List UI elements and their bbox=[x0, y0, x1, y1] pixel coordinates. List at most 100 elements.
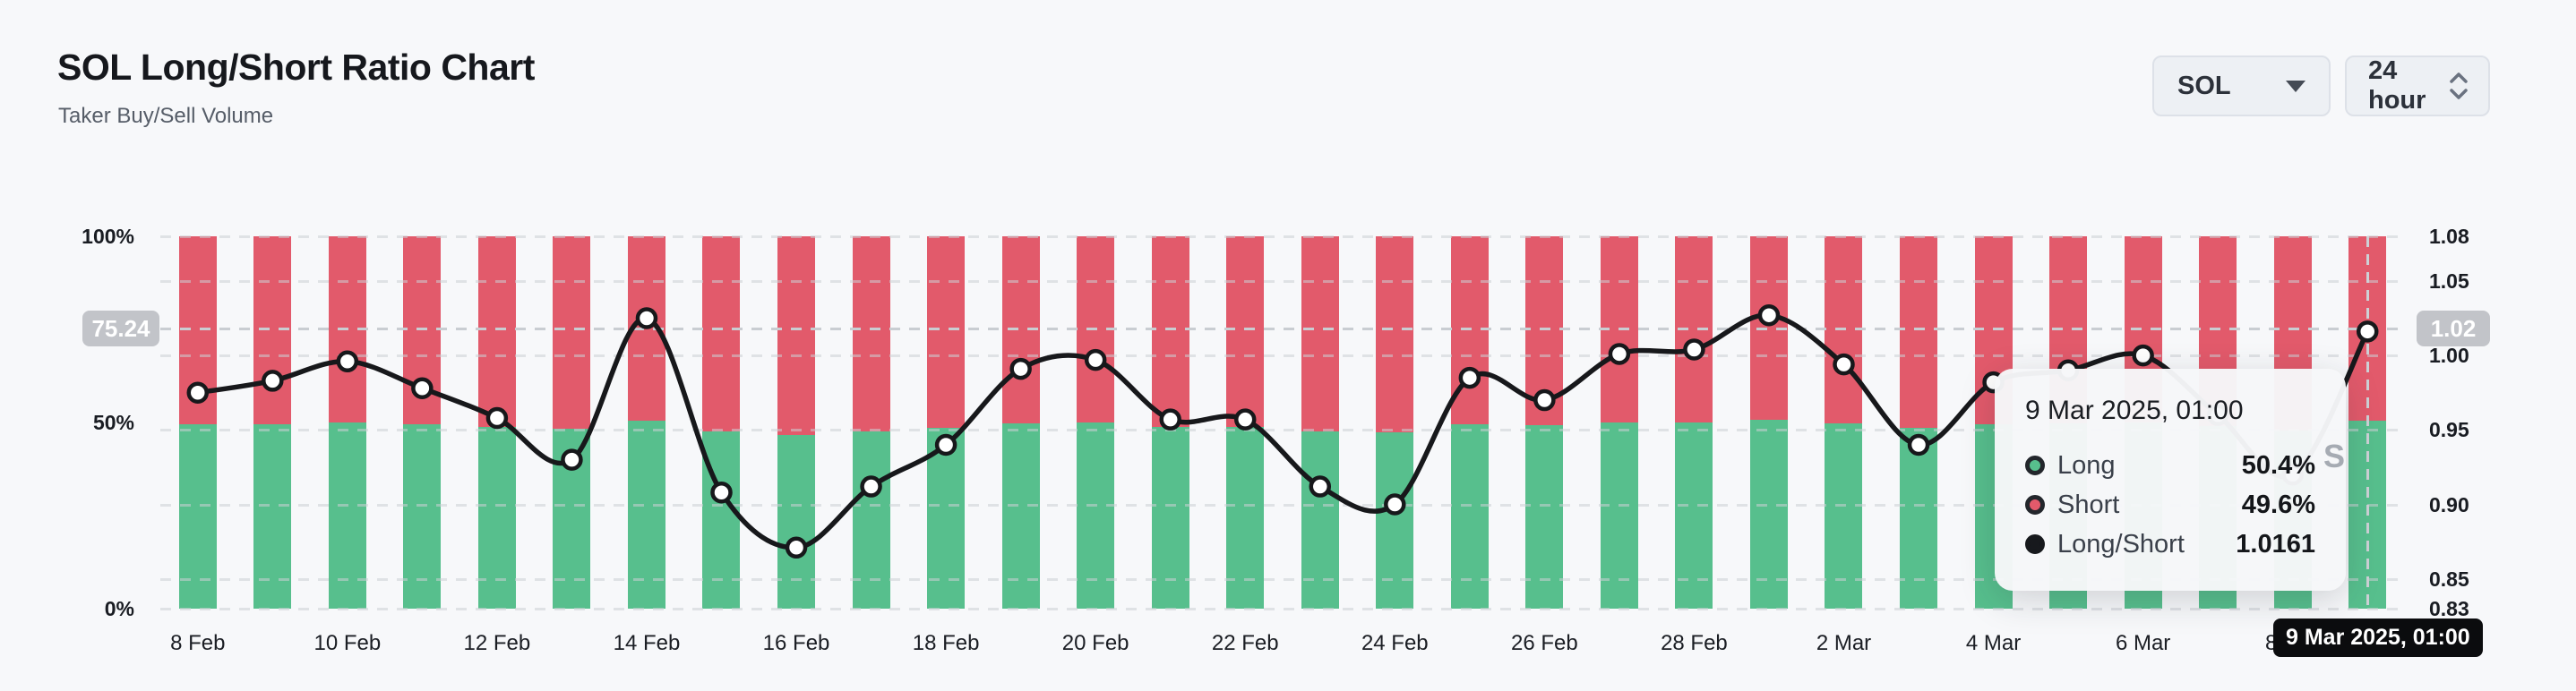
line-marker bbox=[934, 433, 957, 456]
x-axis-label: 24 Feb bbox=[1361, 631, 1429, 655]
right-axis-label: 0.90 bbox=[2429, 492, 2469, 516]
left-axis-label: 50% bbox=[92, 411, 134, 434]
short-bar-segment bbox=[1900, 236, 1938, 429]
tooltip-label: Long/Short bbox=[2057, 529, 2185, 559]
short-bar-segment bbox=[553, 236, 591, 430]
line-marker bbox=[2132, 344, 2154, 367]
long-bar-segment bbox=[627, 420, 665, 609]
x-axis-label: 4 Mar bbox=[1965, 631, 2022, 655]
bar-slot[interactable] bbox=[236, 236, 311, 609]
long-bar-segment bbox=[1077, 422, 1115, 609]
x-axis-label: 18 Feb bbox=[912, 631, 980, 655]
line-marker bbox=[1683, 338, 1705, 361]
line-marker bbox=[1757, 303, 1781, 327]
right-axis-label: 0.83 bbox=[2429, 597, 2469, 620]
short-bar-segment bbox=[1151, 236, 1189, 427]
tooltip: 9 Mar 2025, 01:00 Long 50.4% Short 49.6%… bbox=[1995, 369, 2346, 591]
line-marker bbox=[336, 350, 359, 373]
page-subtitle: Taker Buy/Sell Volume bbox=[58, 104, 274, 128]
long-bar-segment bbox=[1749, 420, 1788, 609]
short-dot-icon bbox=[2025, 495, 2045, 515]
tooltip-row-long: Long 50.4% bbox=[2025, 446, 2315, 485]
line-marker bbox=[1833, 353, 1855, 376]
tooltip-label: Long bbox=[2057, 450, 2116, 480]
tooltip-value: 49.6% bbox=[2241, 490, 2315, 519]
bar-slot[interactable] bbox=[459, 236, 535, 609]
long-bar-segment bbox=[328, 422, 366, 609]
right-axis-label: 1.08 bbox=[2429, 225, 2469, 248]
x-axis-label: 2 Mar bbox=[1816, 631, 1872, 655]
tooltip-title: 9 Mar 2025, 01:00 bbox=[2025, 396, 2244, 425]
left-axis-label: 0% bbox=[104, 597, 134, 620]
crosshair-ratio-pill: 1.02 bbox=[2417, 311, 2490, 346]
crosshair-horizontal-line bbox=[160, 327, 2405, 330]
x-axis-label: 26 Feb bbox=[1511, 631, 1578, 655]
crosshair-percent-pill: 75.24 bbox=[82, 311, 159, 346]
x-axis-label: 22 Feb bbox=[1211, 631, 1279, 655]
watermark-fragment: S bbox=[2323, 438, 2346, 474]
long-dot-icon bbox=[2025, 456, 2045, 475]
x-axis-label: 6 Mar bbox=[2115, 631, 2171, 655]
line-marker bbox=[485, 406, 509, 430]
line-marker bbox=[411, 377, 434, 399]
x-axis-label: 10 Feb bbox=[313, 631, 382, 655]
x-axis-label: 16 Feb bbox=[762, 631, 830, 655]
tooltip-row-short: Short 49.6% bbox=[2025, 485, 2315, 525]
up-down-chevrons-icon bbox=[2447, 71, 2470, 101]
line-marker bbox=[1159, 408, 1181, 431]
line-marker bbox=[1458, 366, 1481, 389]
tooltip-label: Short bbox=[2057, 490, 2120, 519]
line-marker bbox=[1309, 475, 1332, 498]
crosshair-time-pill: 9 Mar 2025, 01:00 bbox=[2273, 618, 2483, 657]
tooltip-value: 1.0161 bbox=[2236, 529, 2315, 559]
line-marker bbox=[785, 536, 808, 559]
short-bar-segment bbox=[1226, 236, 1265, 427]
line-marker bbox=[1907, 433, 1930, 456]
line-marker bbox=[1608, 343, 1631, 365]
line-marker bbox=[262, 370, 284, 392]
line-marker bbox=[1233, 408, 1257, 431]
short-bar-segment bbox=[1376, 236, 1414, 432]
short-bar-segment bbox=[702, 236, 741, 431]
x-axis-label: 12 Feb bbox=[463, 631, 531, 655]
long-bar-segment bbox=[1600, 422, 1638, 609]
interval-dropdown[interactable]: 24 hour bbox=[2345, 55, 2490, 116]
chevron-down-icon bbox=[2286, 80, 2306, 92]
interval-dropdown-value: 24 hour bbox=[2368, 56, 2426, 115]
line-marker bbox=[186, 381, 210, 404]
right-axis-label: 1.00 bbox=[2429, 344, 2469, 368]
short-bar-segment bbox=[927, 236, 966, 429]
right-axis-label: 0.85 bbox=[2429, 567, 2469, 591]
long-bar-segment bbox=[1001, 422, 1040, 609]
right-axis-label: 1.05 bbox=[2429, 269, 2469, 293]
symbol-dropdown[interactable]: SOL bbox=[2152, 55, 2331, 116]
left-axis-label: 100% bbox=[82, 225, 134, 248]
symbol-dropdown-value: SOL bbox=[2177, 71, 2231, 100]
short-bar-segment bbox=[253, 236, 292, 424]
ratio-dot-icon bbox=[2025, 534, 2045, 554]
x-axis-label: 20 Feb bbox=[1061, 631, 1129, 655]
short-bar-segment bbox=[477, 236, 516, 427]
line-marker bbox=[1084, 348, 1107, 371]
line-marker bbox=[1009, 357, 1032, 380]
line-marker bbox=[635, 307, 658, 329]
right-axis-label: 0.95 bbox=[2429, 418, 2469, 442]
line-marker bbox=[2356, 320, 2379, 343]
short-bar-segment bbox=[1301, 236, 1339, 431]
x-axis-label: 8 Feb bbox=[170, 631, 226, 655]
line-marker bbox=[860, 475, 882, 498]
long-bar-segment bbox=[253, 423, 292, 609]
tooltip-row-ratio: Long/Short 1.0161 bbox=[2025, 525, 2315, 564]
x-axis-label: 28 Feb bbox=[1661, 631, 1728, 655]
short-bar-segment bbox=[852, 236, 890, 431]
line-marker bbox=[710, 481, 733, 504]
line-marker bbox=[1533, 388, 1556, 412]
long-bar-segment bbox=[1675, 422, 1713, 609]
long-bar-segment bbox=[1450, 423, 1489, 609]
tooltip-value: 50.4% bbox=[2241, 450, 2315, 480]
long-bar-segment bbox=[1825, 422, 1863, 609]
line-marker bbox=[561, 448, 583, 471]
x-axis-label: 14 Feb bbox=[613, 631, 681, 655]
line-marker bbox=[1384, 493, 1406, 516]
page-title: SOL Long/Short Ratio Chart bbox=[57, 47, 535, 88]
